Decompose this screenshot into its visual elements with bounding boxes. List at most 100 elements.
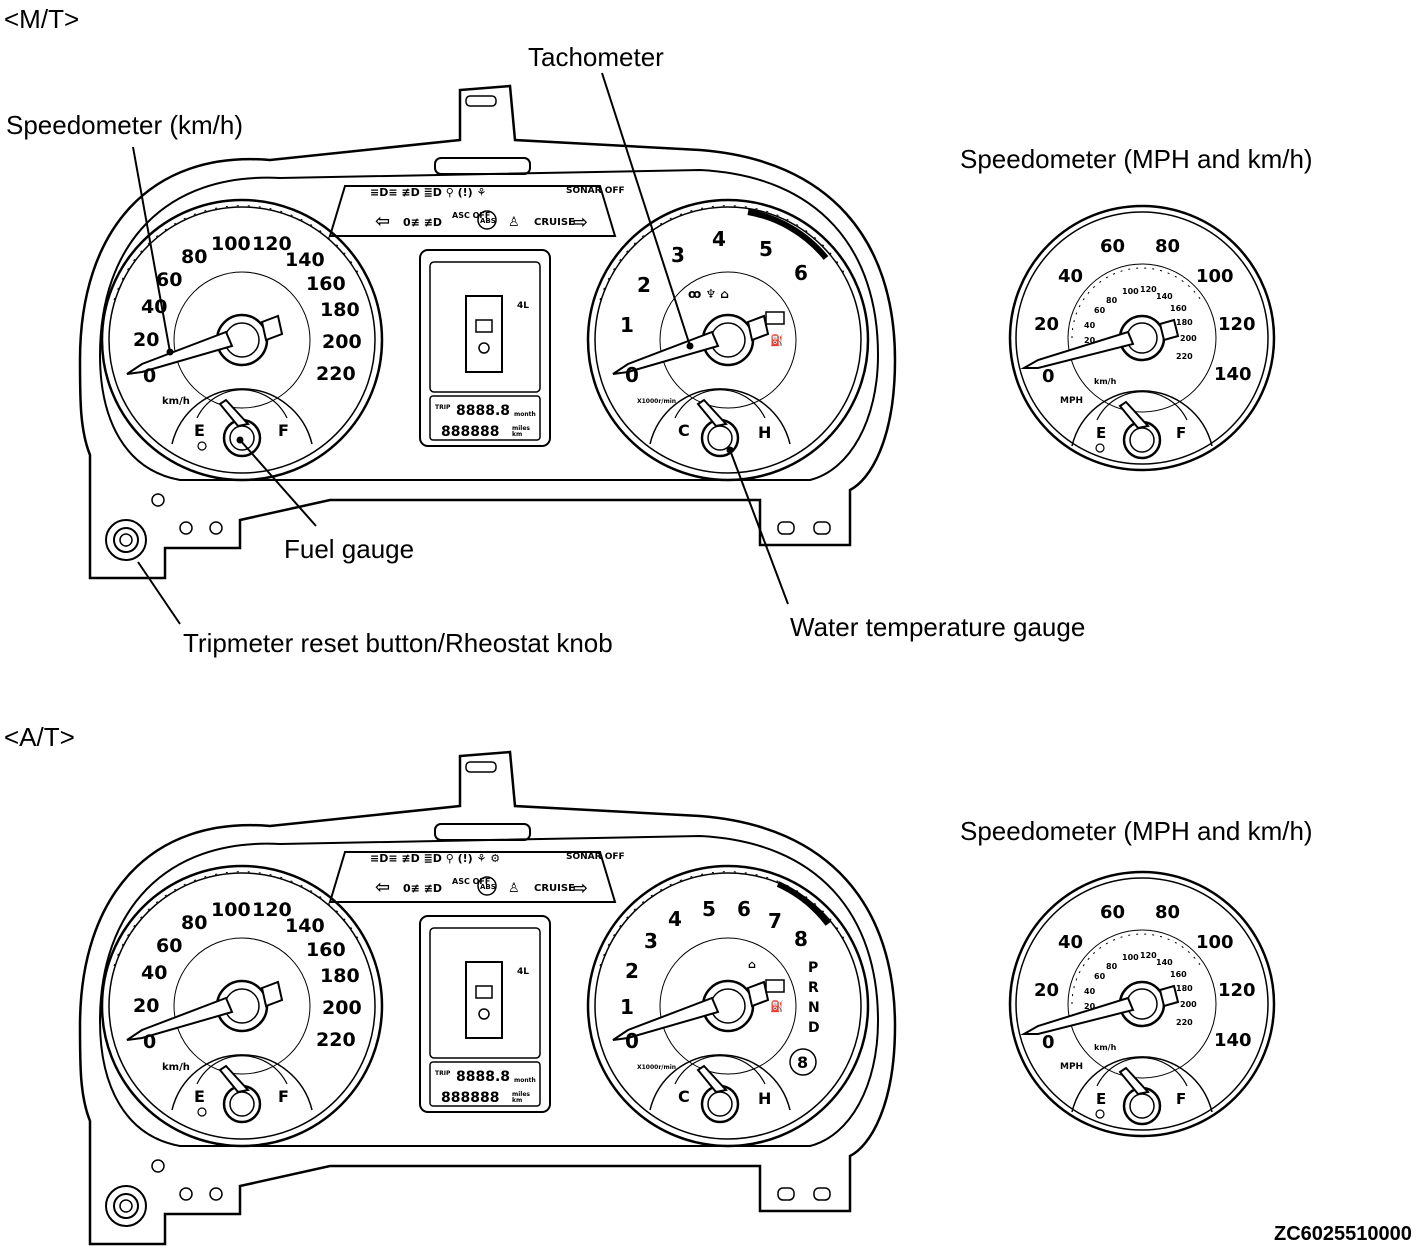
mt-callouts: Tachometer Speedometer (km/h) Fuel gauge…: [6, 42, 1085, 658]
svg-text:6: 6: [794, 261, 808, 285]
mt-tripmeter-reset-knob: [105, 493, 831, 561]
svg-text:120: 120: [1218, 314, 1256, 335]
svg-text:220: 220: [1176, 1018, 1193, 1027]
svg-text:140: 140: [285, 915, 325, 937]
battery-icon: [765, 311, 785, 325]
svg-text:month: month: [514, 411, 536, 418]
svg-text:80: 80: [181, 246, 207, 268]
label-speedometer-kmh: Speedometer (km/h): [6, 110, 243, 140]
svg-text:4: 4: [668, 907, 682, 931]
svg-text:H: H: [758, 1089, 771, 1108]
svg-text:40: 40: [141, 962, 167, 984]
svg-text:E: E: [1096, 424, 1106, 442]
svg-text:F: F: [1176, 1090, 1186, 1108]
svg-text:MPH: MPH: [1060, 1062, 1083, 1072]
mt-tachometer: [586, 198, 870, 482]
svg-text:X1000r/min: X1000r/min: [637, 1064, 676, 1071]
four-l-indicator: 4L: [517, 301, 529, 311]
label-mph-speedometer-mt: Speedometer (MPH and km/h): [960, 144, 1313, 174]
svg-text:20: 20: [1084, 336, 1096, 345]
svg-text:160: 160: [1170, 304, 1187, 313]
svg-text:≡D≡ ≢D ≣D ⚲ (!) ⚘ ⚙: ≡D≡ ≢D ≣D ⚲ (!) ⚘ ⚙: [370, 852, 500, 865]
gear-n: N: [808, 1000, 820, 1016]
indicator-strip: [328, 185, 617, 237]
svg-text:200: 200: [1180, 1000, 1197, 1009]
svg-text:120: 120: [1140, 285, 1157, 294]
svg-text:2: 2: [625, 959, 639, 983]
at-mph-speedometer: E F: [1008, 870, 1276, 1138]
svg-text:E: E: [194, 421, 205, 440]
svg-text:180: 180: [1176, 984, 1193, 993]
label-tripmeter: Tripmeter reset button/Rheostat knob: [183, 628, 613, 658]
mt-section-title: <M/T>: [4, 4, 79, 34]
svg-text:6: 6: [737, 897, 751, 921]
svg-text:140: 140: [1214, 364, 1252, 385]
svg-text:80: 80: [1106, 296, 1118, 305]
at-cluster: ≡D≡ ≢D ≣D ⚲ (!) ⚘ ⚙ SONAR OFF ⇦ 0≢ ≢D AS…: [78, 750, 897, 1246]
svg-text:0: 0: [625, 363, 639, 387]
svg-text:100: 100: [1196, 266, 1234, 287]
svg-text:0: 0: [625, 1029, 639, 1053]
asc-off-indicator: ASC OFF: [452, 211, 490, 220]
svg-text:200: 200: [322, 331, 362, 353]
mt-mph-ticks: 0 20 40 60 80 100 120 140 20 40 60 80 10…: [1034, 236, 1256, 406]
svg-text:140: 140: [1156, 958, 1173, 967]
svg-text:⇦: ⇦: [375, 877, 390, 898]
svg-text:TRIP: TRIP: [435, 1070, 451, 1077]
svg-text:220: 220: [1176, 352, 1193, 361]
svg-text:180: 180: [320, 965, 360, 987]
svg-text:60: 60: [1100, 236, 1125, 257]
svg-text:1: 1: [620, 313, 634, 337]
svg-text:60: 60: [1094, 972, 1106, 981]
svg-text:8: 8: [794, 927, 808, 951]
label-tachometer: Tachometer: [528, 42, 664, 72]
svg-text:120: 120: [252, 233, 292, 255]
gear-p: P: [808, 960, 818, 976]
mt-tach-ticks: 0 1 2 3 4 5 6 X1000r/min: [620, 227, 808, 405]
svg-text:100: 100: [211, 899, 251, 921]
svg-text:60: 60: [1100, 902, 1125, 923]
svg-text:100: 100: [1122, 953, 1139, 962]
abs-icon: [477, 210, 497, 230]
svg-text:≡D≡ ≢D ≣D ⚲ (!) ⚘: ≡D≡ ≢D ≣D ⚲ (!) ⚘: [370, 186, 486, 199]
svg-text:40: 40: [1084, 321, 1096, 330]
svg-text:200: 200: [1180, 334, 1197, 343]
svg-text:⌂: ⌂: [748, 958, 756, 971]
mt-cluster: ≡D≡ ≢D ≣D ⚲ (!) ⚘ SONAR OFF ⇦ 0≢ ≢D ASC …: [78, 84, 897, 580]
trip-value: 8888.8: [456, 403, 510, 419]
svg-text:0: 0: [143, 1031, 156, 1053]
svg-text:⛽: ⛽: [770, 1000, 784, 1013]
svg-text:F: F: [278, 1087, 289, 1106]
svg-text:ASC OFF: ASC OFF: [452, 877, 490, 886]
svg-text:km/h: km/h: [1094, 377, 1117, 386]
mt-water-temp-gauge: C H: [648, 387, 792, 458]
svg-text:40: 40: [1084, 987, 1096, 996]
svg-text:♙: ♙: [508, 881, 520, 896]
svg-text:MPH: MPH: [1060, 396, 1083, 406]
svg-text:miles: miles: [512, 425, 530, 432]
svg-text:100: 100: [1122, 287, 1139, 296]
svg-text:km/h: km/h: [1094, 1043, 1117, 1052]
engine-warning-icons: ꝏ ♆ ⌂: [688, 287, 729, 301]
svg-text:H: H: [758, 423, 771, 442]
turn-left-icon: ⇦: [375, 211, 390, 232]
svg-text:180: 180: [1176, 318, 1193, 327]
svg-text:5: 5: [702, 897, 716, 921]
turn-right-icon: ⇨: [573, 212, 588, 233]
at-tach-ticks: 0 1 2 3 4 5 6 7 8 X1000r/min P R N D 8: [620, 897, 820, 1076]
svg-text:⇨: ⇨: [573, 878, 588, 899]
svg-text:km/h: km/h: [162, 1062, 190, 1073]
svg-text:ABS: ABS: [480, 217, 496, 225]
svg-text:80: 80: [1155, 236, 1180, 257]
sonar-off-indicator: SONAR OFF: [566, 186, 625, 196]
svg-text:C: C: [678, 1087, 690, 1106]
svg-text:F: F: [278, 421, 289, 440]
svg-text:0: 0: [1042, 366, 1055, 387]
gear-r: R: [808, 980, 819, 996]
svg-text:220: 220: [316, 1029, 356, 1051]
svg-text:160: 160: [306, 939, 346, 961]
svg-text:100: 100: [1196, 932, 1234, 953]
svg-text:120: 120: [252, 899, 292, 921]
svg-text:2: 2: [637, 273, 651, 297]
svg-text:888888: 888888: [441, 1090, 499, 1106]
